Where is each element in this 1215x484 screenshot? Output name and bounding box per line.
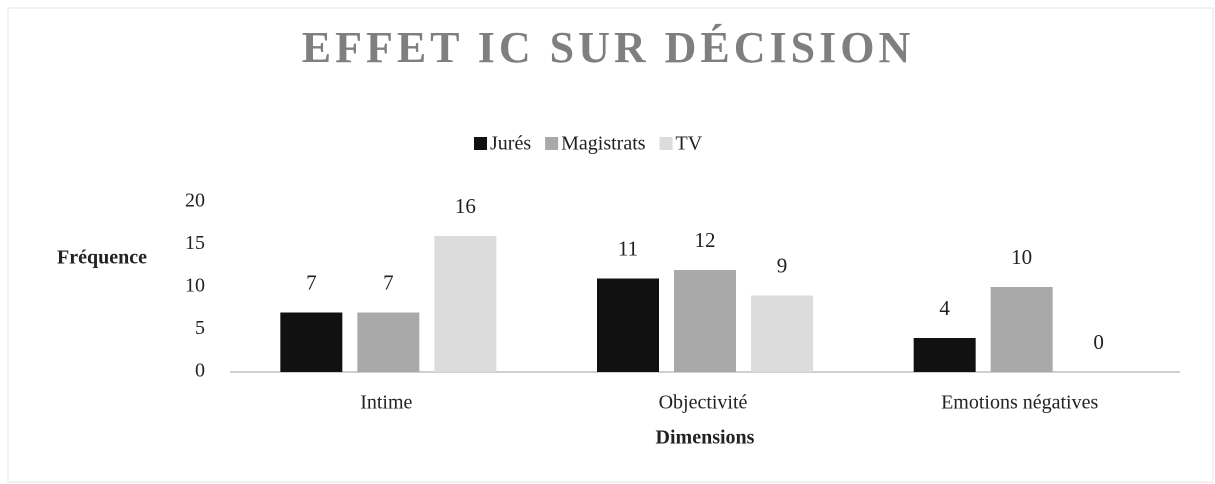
data-label: 10: [1011, 245, 1032, 269]
legend-swatch: [659, 137, 673, 150]
legend-swatch: [545, 137, 559, 150]
y-tick-label: 10: [185, 275, 205, 297]
bar: [674, 270, 736, 372]
data-label: 0: [1093, 330, 1104, 354]
data-label: 12: [695, 228, 716, 252]
x-axis-title: Dimensions: [656, 427, 755, 449]
data-label: 4: [939, 296, 950, 320]
legend-label: Jurés: [490, 133, 531, 155]
bar: [280, 312, 343, 372]
y-tick-label: 0: [195, 360, 205, 382]
y-axis-title: Fréquence: [57, 247, 147, 269]
chart-frame: [7, 7, 1214, 483]
x-tick-label: Objectivité: [659, 392, 748, 414]
data-label: 11: [618, 236, 638, 260]
data-label: 7: [383, 270, 394, 294]
data-label: 7: [306, 270, 317, 294]
legend-label: TV: [676, 133, 703, 155]
data-label: 9: [777, 253, 788, 277]
bar: [990, 287, 1053, 372]
y-tick-label: 20: [185, 190, 205, 212]
legend-swatch: [474, 137, 487, 150]
bar: [913, 338, 976, 372]
bar: [357, 312, 420, 372]
legend-label: Magistrats: [561, 133, 646, 155]
y-tick-label: 15: [185, 232, 205, 254]
x-tick-label: Intime: [360, 392, 412, 414]
data-label: 16: [455, 194, 476, 218]
bar: [597, 278, 659, 372]
chart-title: EFFET IC SUR DÉCISION: [302, 23, 915, 72]
bar: [751, 295, 813, 372]
y-tick-label: 5: [195, 317, 205, 339]
x-tick-label: Emotions négatives: [941, 392, 1098, 414]
bar: [434, 236, 497, 372]
